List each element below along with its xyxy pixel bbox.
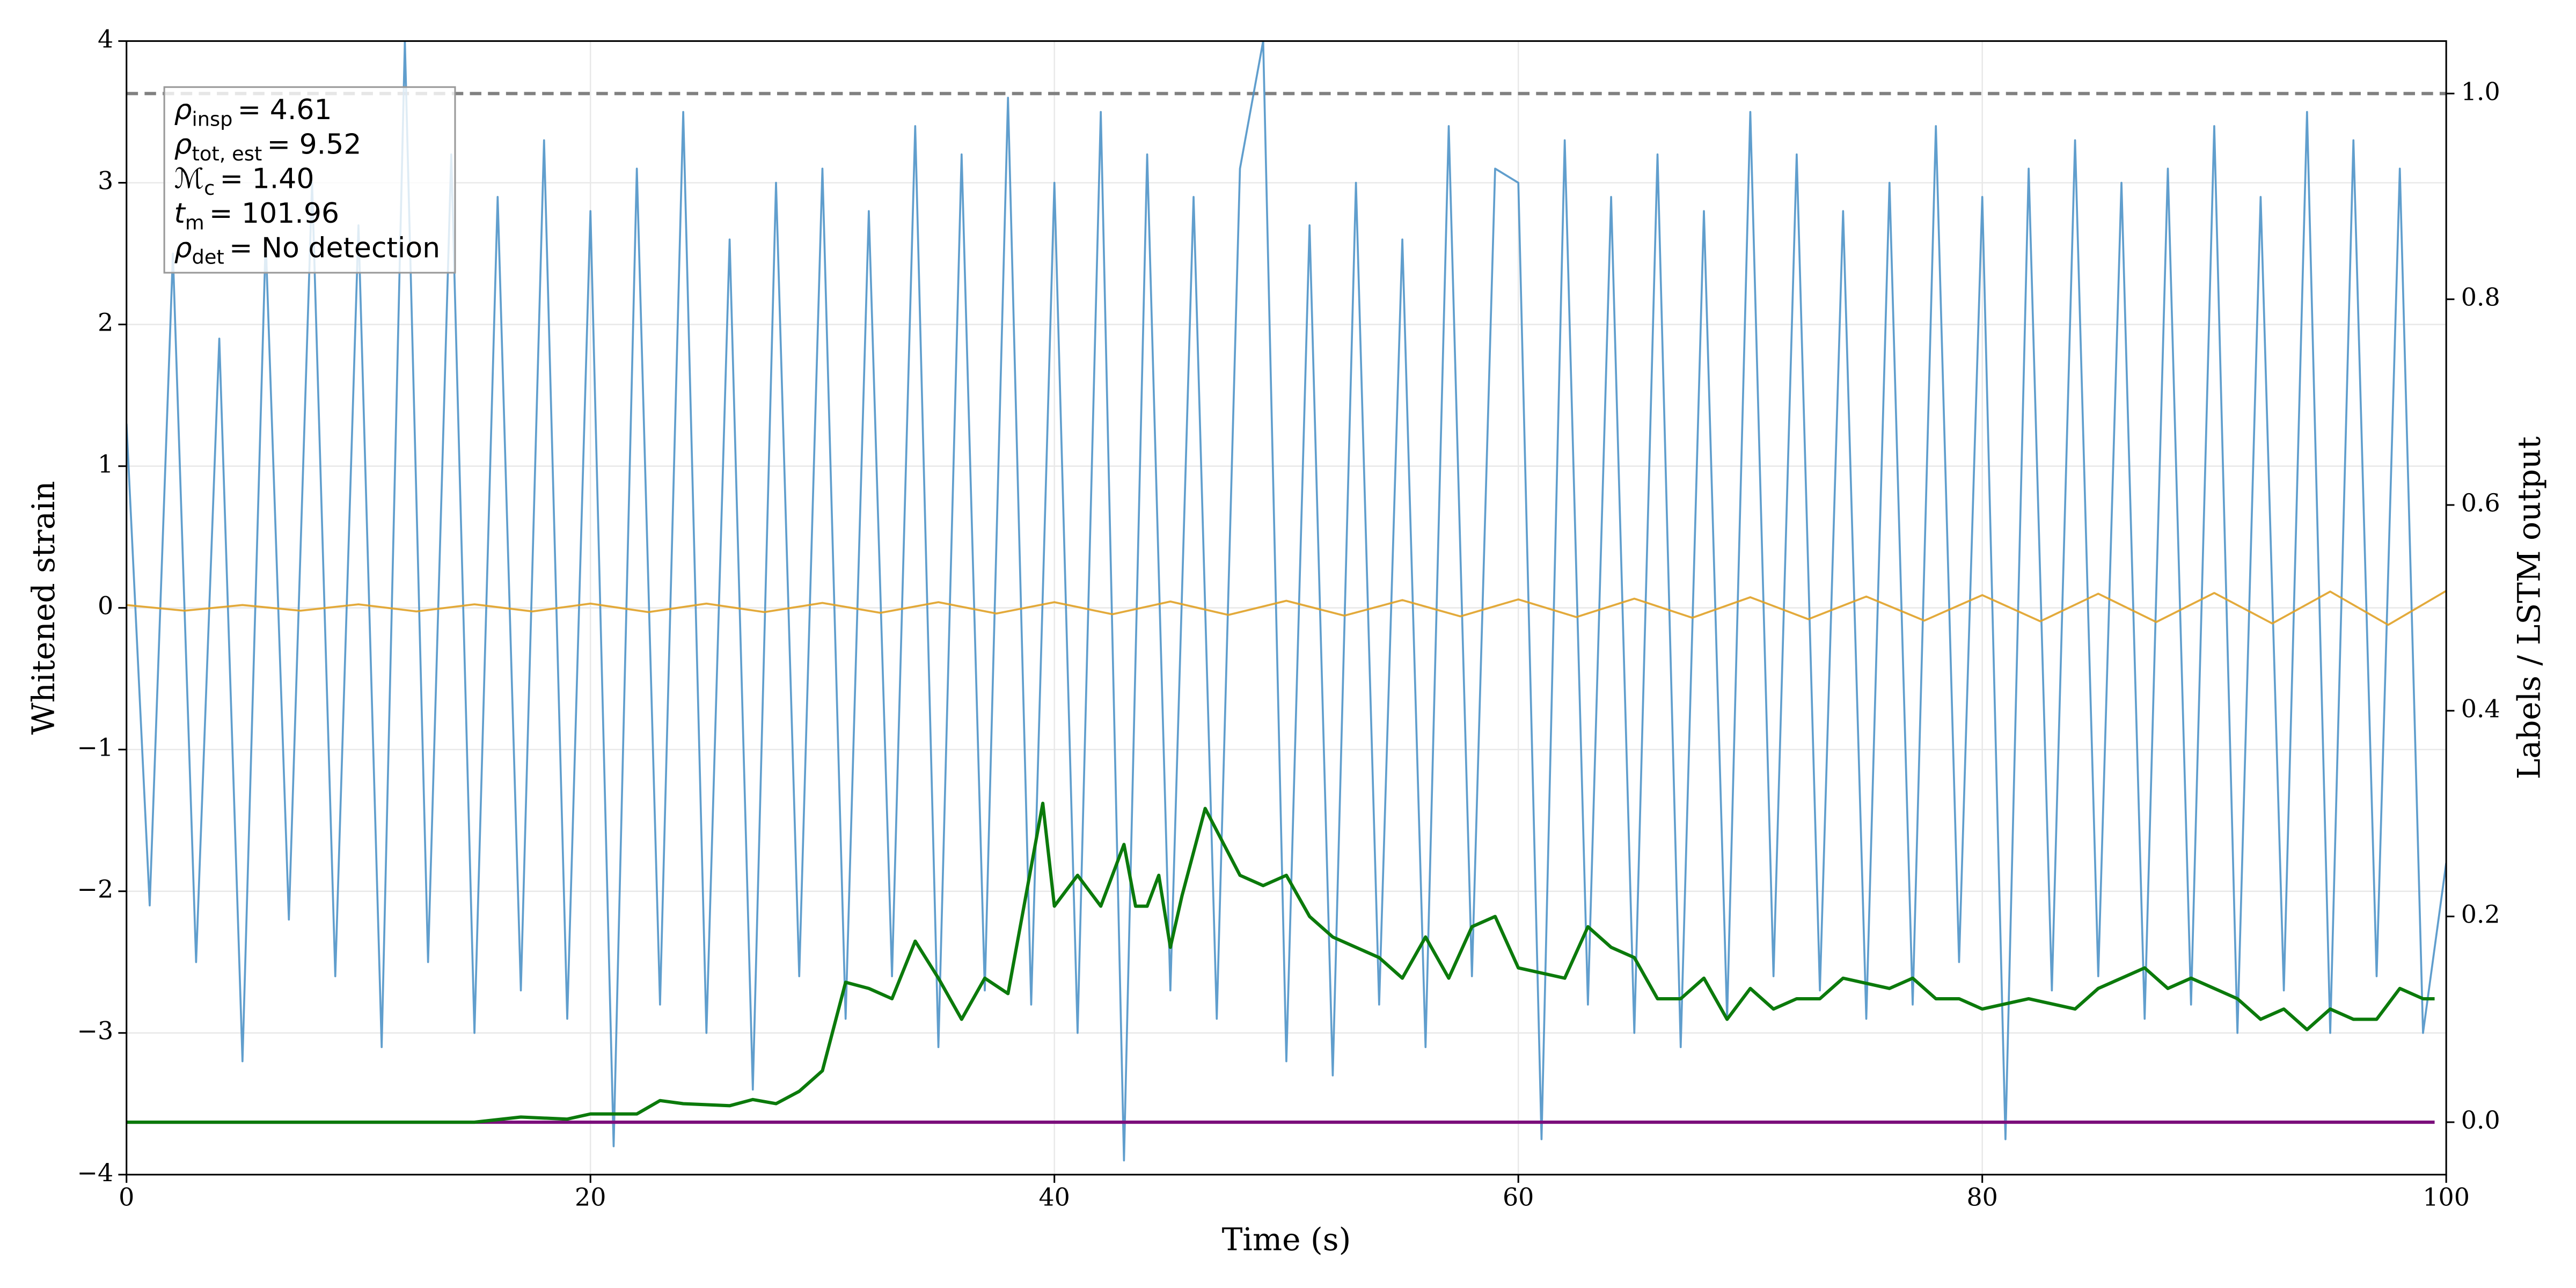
x-tick-label: 100 (2423, 1183, 2470, 1212)
y-tick-label: 0 (98, 591, 113, 620)
y2-tick-label: 0.6 (2461, 488, 2500, 517)
annotation: tm = 101.96 (174, 197, 339, 234)
y-axis-label: Whitened strain (25, 481, 62, 735)
y-tick-label: 3 (98, 166, 113, 195)
annotation-value: = 4.61 (238, 94, 332, 126)
series-line (126, 41, 2447, 1162)
annotation-symbol: t (174, 197, 186, 230)
annotation: ρdet = No detection (174, 232, 440, 268)
axes: 0 20 40 60 80 100 −4 −3 −2 −1 0 1 2 3 4 0.0 0.2 0.4 0.6 0.8… (77, 25, 2500, 1212)
y2-tick-label: 0.8 (2461, 283, 2500, 312)
x-axis-label: Time (s) (1222, 1221, 1351, 1258)
x-tick-label: 0 (119, 1183, 134, 1212)
annotation-symbol: ℳ (174, 163, 204, 195)
x-tick-label: 60 (1503, 1183, 1534, 1212)
y-tick-label: 4 (98, 25, 113, 54)
annotation-box (163, 86, 456, 274)
y2-tick-label: 0.0 (2461, 1106, 2500, 1135)
y-tick-label: −4 (77, 1158, 114, 1187)
y2-tick-label: 0.4 (2461, 694, 2500, 723)
y-tick-label: −2 (77, 875, 114, 904)
annotation-value: = 1.40 (220, 163, 314, 195)
annotation-subscript: insp (192, 107, 233, 130)
y-tick-label: 2 (98, 308, 113, 337)
y-tick-label: 1 (98, 450, 113, 479)
annotation-subscript: m (185, 211, 204, 234)
annotation-symbol: ρ (174, 128, 192, 160)
x-tick-label: 80 (1966, 1183, 1997, 1212)
annotation-subscript: c (204, 177, 215, 200)
annotation-value: = No detection (229, 232, 440, 264)
annotation: ρinsp = 4.61 (174, 94, 332, 130)
annotation: ℳc = 1.40 (174, 163, 314, 200)
series-line (126, 590, 2447, 626)
y2-tick-label: 0.2 (2461, 900, 2500, 929)
x-tick-label: 20 (575, 1183, 606, 1212)
annotation: ρtot, est = 9.52 (174, 128, 361, 165)
y-tick-label: −1 (77, 733, 114, 762)
annotation-subscript: det (192, 245, 224, 268)
series-line (126, 801, 2435, 1124)
x-tick-label: 40 (1038, 1183, 1070, 1212)
annotation-value: = 9.52 (267, 128, 361, 160)
y2-axis-label: Labels / LSTM output (2511, 436, 2548, 779)
y2-tick-label: 1.0 (2461, 77, 2500, 106)
y-tick-label: −3 (77, 1016, 114, 1045)
annotation-symbol: ρ (174, 232, 192, 264)
annotation-symbol: ρ (174, 94, 192, 126)
annotation-value: = 101.96 (209, 197, 339, 230)
annotation-subscript: tot, est (192, 142, 262, 165)
plot-area (126, 41, 2447, 1162)
